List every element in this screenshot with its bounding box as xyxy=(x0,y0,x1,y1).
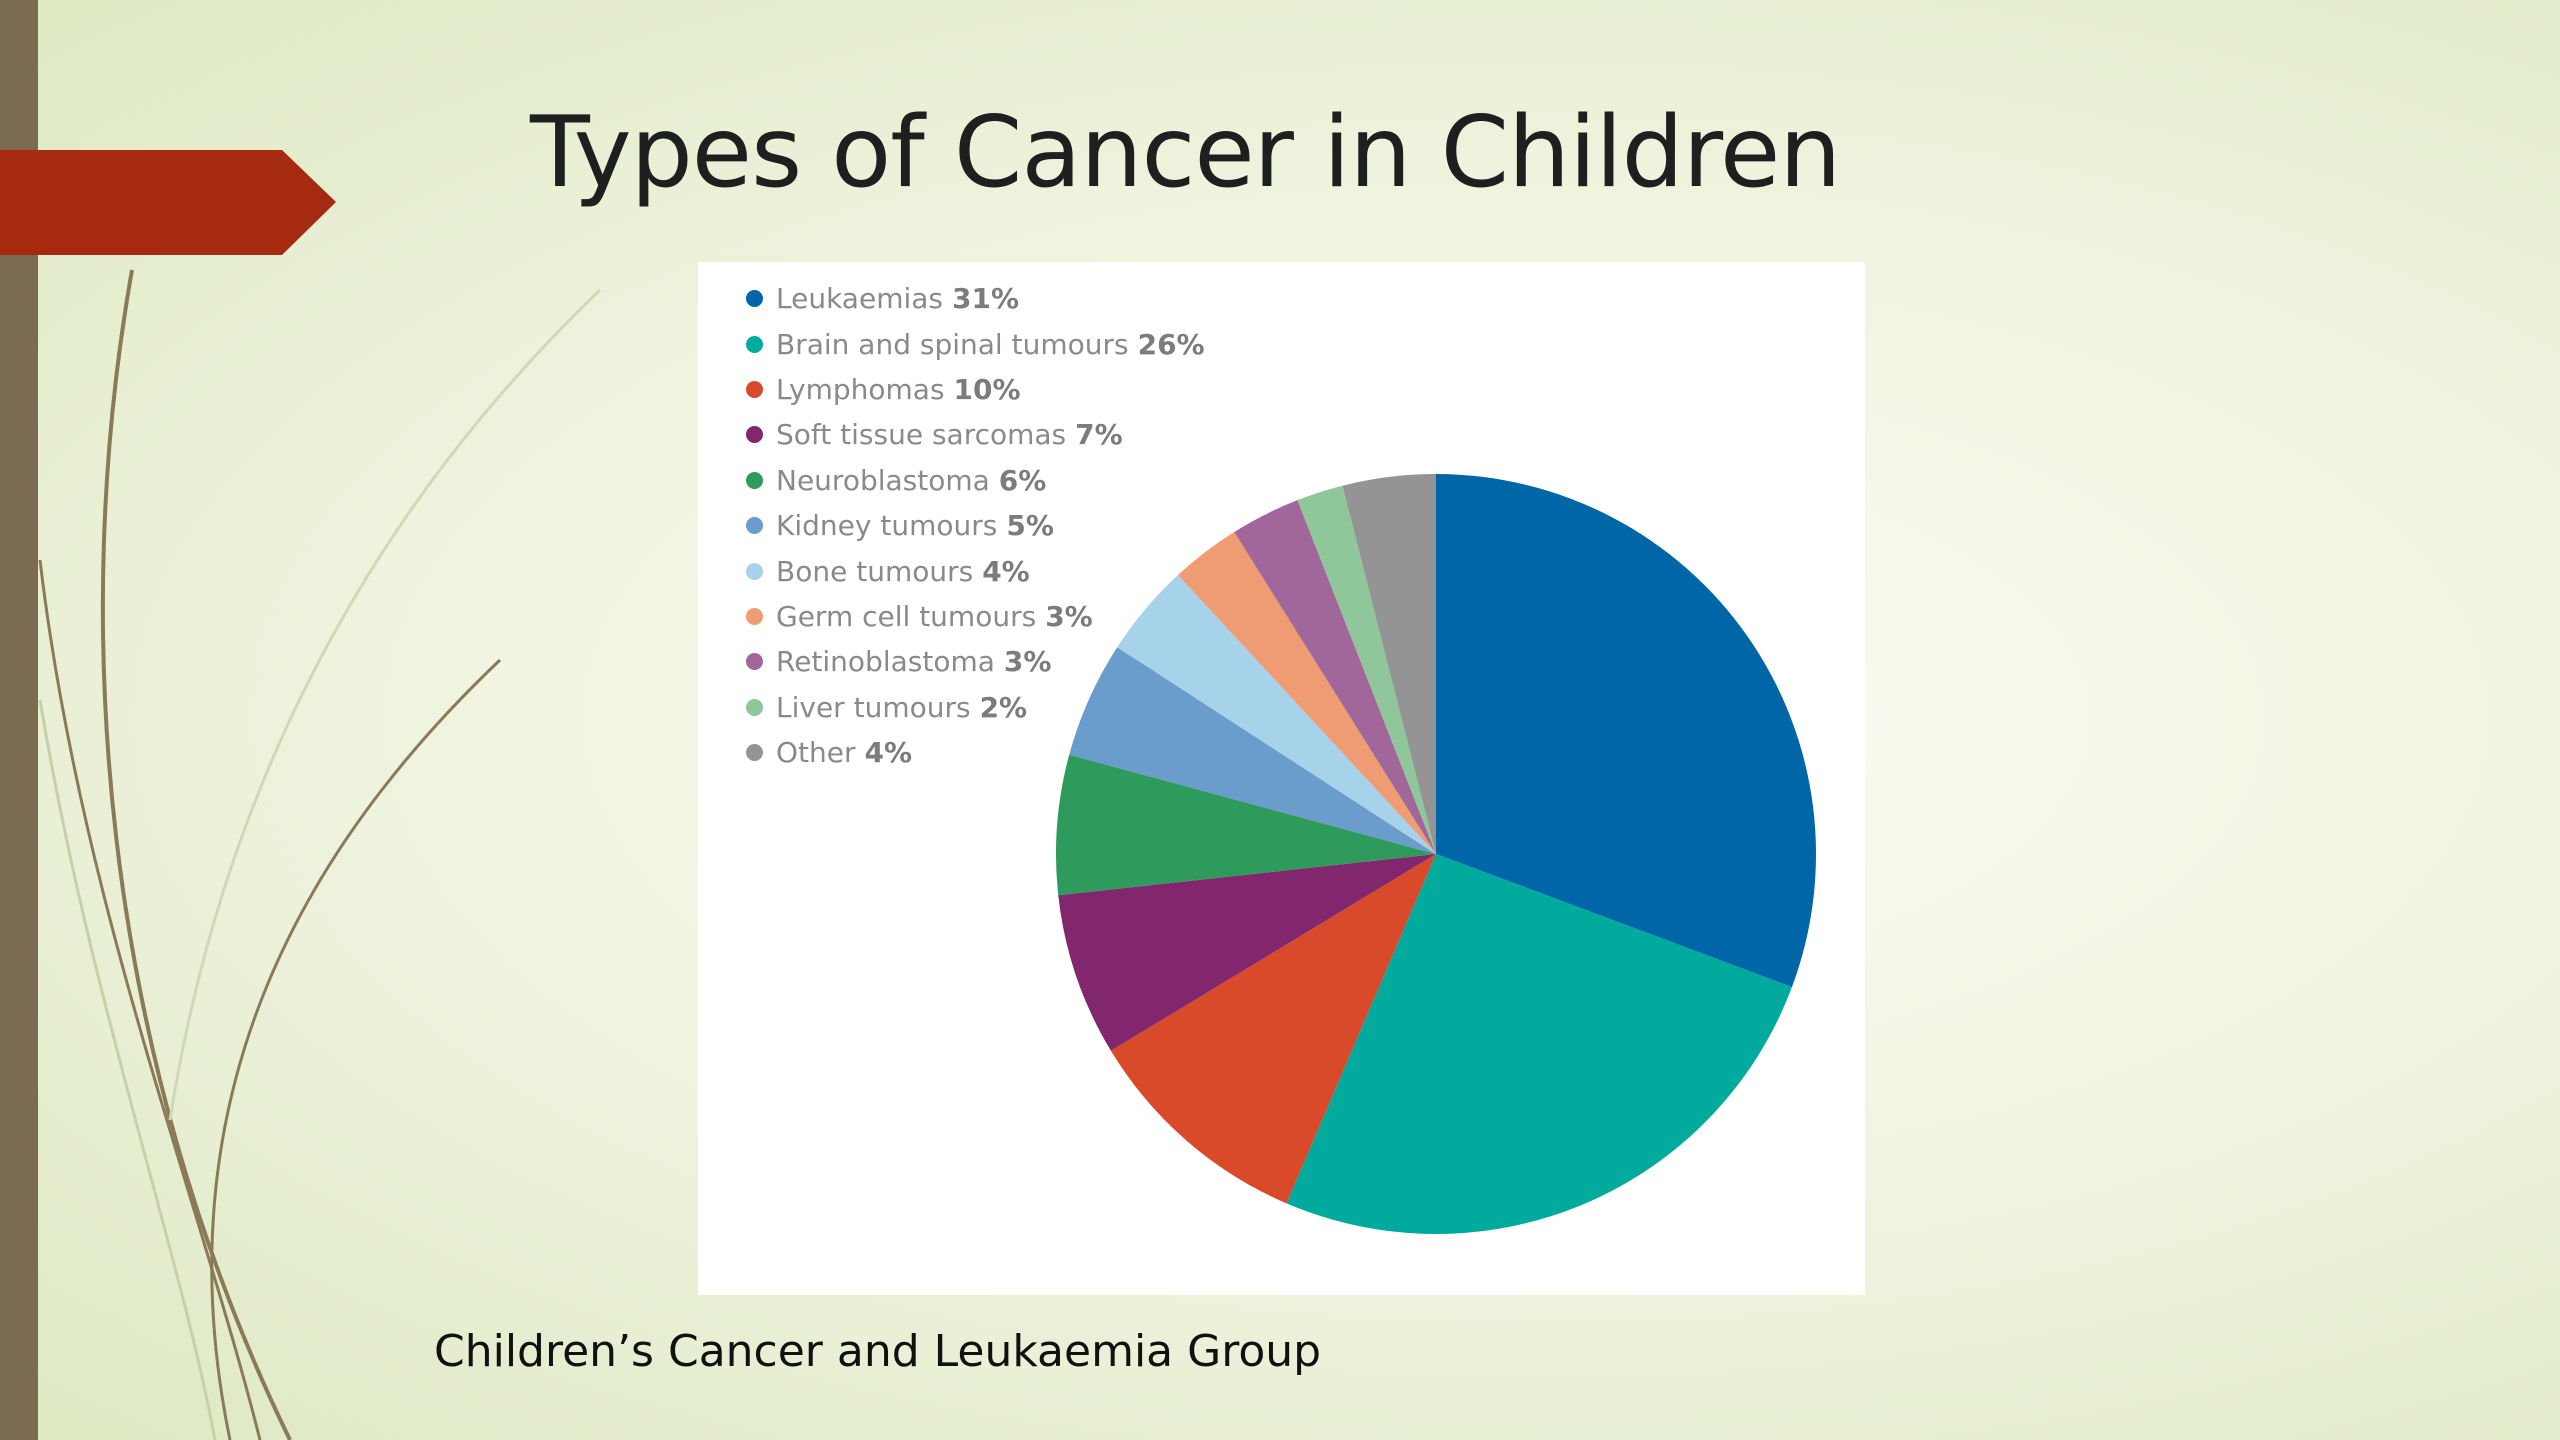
legend-percent: 4% xyxy=(864,736,913,770)
pie-slice xyxy=(1177,532,1436,854)
pie-slice xyxy=(1058,854,1436,1051)
legend-swatch xyxy=(746,653,763,671)
legend-label: Soft tissue sarcomas xyxy=(776,418,1067,452)
pie-slice xyxy=(1117,575,1436,854)
legend-item: Leukaemias 31% xyxy=(746,276,1205,321)
legend-swatch xyxy=(746,380,763,398)
legend-label: Neuroblastoma xyxy=(776,463,990,497)
pie-slice xyxy=(1055,754,1436,896)
pie-chart xyxy=(1055,474,1817,1234)
legend-item: Germ cell tumours 3% xyxy=(746,594,1205,639)
legend-percent: 7% xyxy=(1075,418,1123,452)
legend-percent: 2% xyxy=(979,690,1028,724)
legend-percent: 31% xyxy=(952,282,1020,316)
pie-slice xyxy=(1234,500,1436,854)
legend-item: Lymphomas 10% xyxy=(746,367,1205,412)
legend-item: Liver tumours 2% xyxy=(746,685,1205,730)
legend-label: Liver tumours xyxy=(776,690,971,724)
pie-slice xyxy=(1297,485,1436,854)
legend-swatch xyxy=(746,744,763,762)
pie-slice xyxy=(1436,474,1817,988)
legend-percent: 3% xyxy=(1003,645,1052,679)
legend-percent: 26% xyxy=(1137,327,1205,361)
legend-swatch xyxy=(746,562,763,580)
legend-swatch xyxy=(746,517,763,535)
decorative-grass-strokes xyxy=(38,269,602,1440)
title-arrow-shape xyxy=(0,150,336,255)
legend-label: Germ cell tumours xyxy=(776,599,1037,633)
legend-item: Neuroblastoma 6% xyxy=(746,458,1205,503)
legend-label: Brain and spinal tumours xyxy=(776,327,1129,361)
pie-slice xyxy=(1069,647,1436,854)
legend-label: Retinoblastoma xyxy=(776,645,995,679)
legend-swatch xyxy=(746,698,763,716)
legend-swatch xyxy=(746,471,763,489)
legend-item: Retinoblastoma 3% xyxy=(746,639,1205,684)
legend-percent: 4% xyxy=(982,554,1030,588)
legend-item: Kidney tumours 5% xyxy=(746,503,1205,548)
pie-slice xyxy=(1110,854,1436,1204)
legend-percent: 5% xyxy=(1006,509,1054,543)
legend-swatch xyxy=(746,607,763,625)
chart-panel: Leukaemias 31% Brain and spinal tumours 26%… xyxy=(698,262,1865,1295)
legend-swatch xyxy=(746,426,763,444)
slide-title: Types of Cancer in Children xyxy=(530,96,1841,210)
legend-percent: 3% xyxy=(1045,599,1093,633)
legend-label: Bone tumours xyxy=(776,554,974,588)
legend-item: Soft tissue sarcomas 7% xyxy=(746,412,1205,457)
legend-item: Brain and spinal tumours 26% xyxy=(746,321,1205,366)
chart-legend: Leukaemias 31% Brain and spinal tumours 26%… xyxy=(746,276,1205,775)
pie-slice xyxy=(1342,474,1436,854)
source-caption: Children’s Cancer and Leukaemia Group xyxy=(434,1326,1322,1377)
legend-percent: 10% xyxy=(953,372,1021,406)
pie-slice xyxy=(1286,854,1792,1234)
legend-item: Other 4% xyxy=(746,730,1205,775)
legend-label: Leukaemias xyxy=(776,282,943,316)
legend-label: Kidney tumours xyxy=(776,509,998,543)
legend-percent: 6% xyxy=(998,463,1047,497)
legend-label: Other xyxy=(776,736,856,770)
legend-swatch xyxy=(746,290,763,308)
legend-label: Lymphomas xyxy=(776,372,945,406)
legend-item: Bone tumours 4% xyxy=(746,548,1205,593)
legend-swatch xyxy=(746,335,763,353)
